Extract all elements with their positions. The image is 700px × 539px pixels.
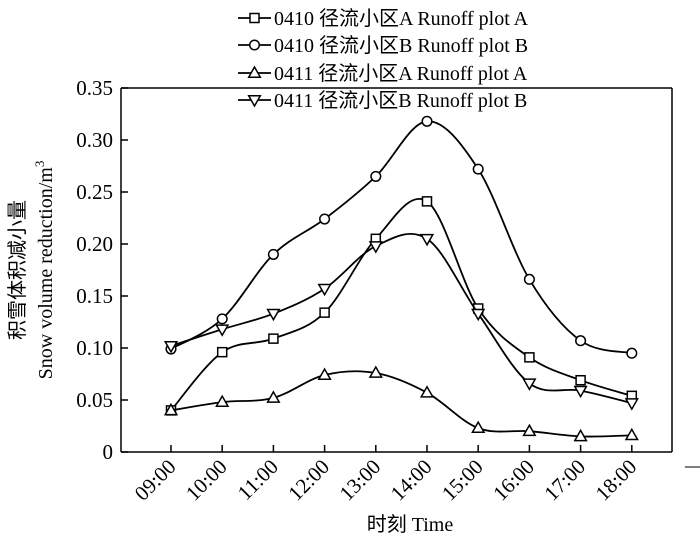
y-tick-label: 0.05 [76,388,113,412]
data-point-circle [267,248,279,260]
y-axis-title-cn-group: 积雪体积减小量 [6,200,29,340]
data-point-square [319,307,330,318]
x-tick-label: 17:00 [539,455,590,506]
data-point-square [524,352,535,363]
data-point-circle [421,115,433,127]
x-tick-label: 15:00 [437,455,488,506]
legend-item: 0411 径流小区A Runoff plot A [238,62,528,85]
data-point-triangle-down [471,308,486,322]
series-line-triangle-up [170,370,632,438]
data-point-square [216,346,228,358]
x-tick-label: 14:00 [386,455,437,506]
series-group [163,115,639,442]
series-triangle-down [163,233,639,411]
legend-item: 0410 径流小区B Runoff plot B [238,34,528,57]
series-line-circle [170,120,633,355]
data-point-circle [575,335,587,347]
x-tick-label: 16:00 [488,455,539,506]
data-point-triangle-down [624,398,639,411]
data-point-triangle-up [266,390,281,403]
data-point-circle [626,347,638,359]
legend-label: 0411 径流小区B Runoff plot B [274,89,527,112]
data-point-triangle-down [573,385,588,399]
legend-label: 0411 径流小区A Runoff plot A [274,62,528,85]
y-tick-label: 0.30 [76,128,113,152]
x-tick-label: 10:00 [181,455,232,506]
x-tick-label: 09:00 [130,455,181,506]
legend-label: 0410 径流小区B Runoff plot B [274,34,528,57]
data-point-triangle-up [215,394,230,408]
legend-marker-square [249,12,260,24]
data-point-triangle-down [522,378,537,391]
data-point-circle [319,213,331,225]
data-point-square [575,374,586,386]
x-ticks: 09:00 10:00 11:00 12:00 13:00 14:00 15:00 16:00… [130,445,642,506]
data-point-triangle-down [368,241,383,254]
data-point-triangle-up [522,423,537,437]
y-tick-label: 0.10 [76,336,113,360]
data-point-circle [370,170,382,182]
y-tick-label: 0.25 [76,180,113,204]
data-point-triangle-up [419,385,435,398]
y-tick-label: 0.35 [76,76,113,100]
data-point-square [268,333,279,344]
data-point-circle [472,163,484,175]
y-ticks: 0 0.05 0.10 0.15 0.20 0.25 0.30 0.35 [76,76,128,464]
legend-marker-circle [248,39,261,51]
series-square [165,196,638,416]
data-point-triangle-up [573,428,588,442]
data-point-circle [216,313,228,325]
legend-marker-triangle-up [247,65,262,78]
y-tick-label: 0.15 [76,284,113,308]
data-point-triangle-down [163,340,179,354]
series-line-square [170,198,633,411]
series-circle [165,115,638,359]
x-axis-title: 时刻 Time [367,513,454,536]
x-axis-end-mark: — [684,453,700,477]
data-point-triangle-up [624,427,639,441]
data-point-triangle-up [471,420,486,434]
x-tick-label: 18:00 [591,455,642,506]
data-point-circle [523,273,535,285]
data-point-triangle-down [317,283,332,297]
x-tick-label: 12:00 [283,455,334,506]
data-point-triangle-up [163,402,179,416]
data-point-triangle-up [317,367,332,380]
y-tick-label: 0.20 [76,232,113,256]
series-line-triangle-down [170,233,633,404]
series-triangle-up [163,365,639,442]
y-axis-title-en-group: Snow volume reduction/m3 [32,161,57,380]
axes: — [120,87,700,477]
legend-marker-triangle-down [247,95,262,108]
data-point-triangle-down [266,308,281,322]
x-tick-label: 13:00 [335,455,386,506]
data-point-square [421,196,433,207]
y-axis-title-cn: 积雪体积减小量 [6,200,29,340]
legend: 0410 径流小区A Runoff plot A 0410 径流小区B Runof… [238,7,529,112]
data-point-triangle-down [215,324,230,337]
legend-item: 0410 径流小区A Runoff plot A [238,7,529,30]
data-point-triangle-up [368,365,383,378]
legend-label: 0410 径流小区A Runoff plot A [274,7,529,30]
y-tick-label: 0 [103,440,114,464]
x-tick-label: 11:00 [233,455,283,505]
y-axis-title-en: Snow volume reduction/m3 [32,161,57,380]
data-point-triangle-down [419,233,435,247]
legend-item: 0411 径流小区B Runoff plot B [238,89,527,112]
